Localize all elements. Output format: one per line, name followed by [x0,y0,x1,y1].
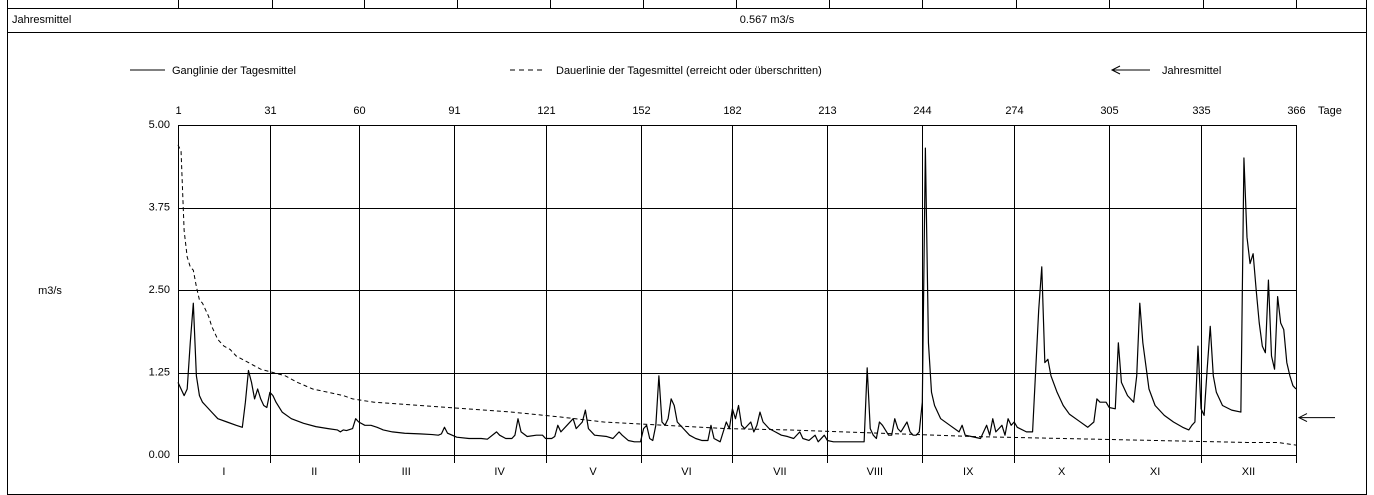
x-axis-label: Tage [1318,105,1342,117]
y-tick-label: 5.00 [149,119,170,131]
x-tick-label: 1 [175,105,181,117]
legend-label: Jahresmittel [1162,65,1221,77]
y-tick-label: 2.50 [149,284,170,296]
y-axis-label: m3/s [38,285,62,297]
month-label: XII [1242,466,1255,478]
x-tick-label: 366 [1287,105,1305,117]
month-label: I [222,466,225,478]
x-tick-label: 31 [264,105,276,117]
x-tick-label: 182 [723,105,741,117]
legend-label: Ganglinie der Tagesmittel [172,65,296,77]
header-label: Jahresmittel [12,14,71,26]
duration-curve [177,144,1297,446]
x-tick-label: 305 [1100,105,1118,117]
x-tick-label: 152 [632,105,650,117]
y-tick-label: 0.00 [149,449,170,461]
legend-arrow [1110,65,1150,75]
month-label: VII [773,466,786,478]
x-tick-label: 91 [448,105,460,117]
y-tick-label: 3.75 [149,201,170,213]
x-tick-label: 213 [818,105,836,117]
month-label: IV [494,466,505,478]
x-tick-label: 121 [537,105,555,117]
x-tick-label: 244 [913,105,931,117]
header-value: 0.567 m3/s [740,14,795,26]
x-tick-label: 274 [1005,105,1023,117]
month-label: III [402,466,411,478]
annual-mean-arrowhead [1297,413,1308,423]
month-label: XI [1150,466,1160,478]
x-tick-label: 335 [1192,105,1210,117]
month-label: X [1058,466,1066,478]
month-label: IX [963,466,974,478]
month-label: II [311,466,317,478]
y-tick-label: 1.25 [149,366,170,378]
month-label: VI [681,466,691,478]
hydrograph-line [177,147,1297,443]
month-label: V [589,466,597,478]
month-label: VIII [867,466,884,478]
legend-label: Dauerlinie der Tagesmittel (erreicht ode… [556,65,822,77]
x-tick-label: 60 [353,105,365,117]
